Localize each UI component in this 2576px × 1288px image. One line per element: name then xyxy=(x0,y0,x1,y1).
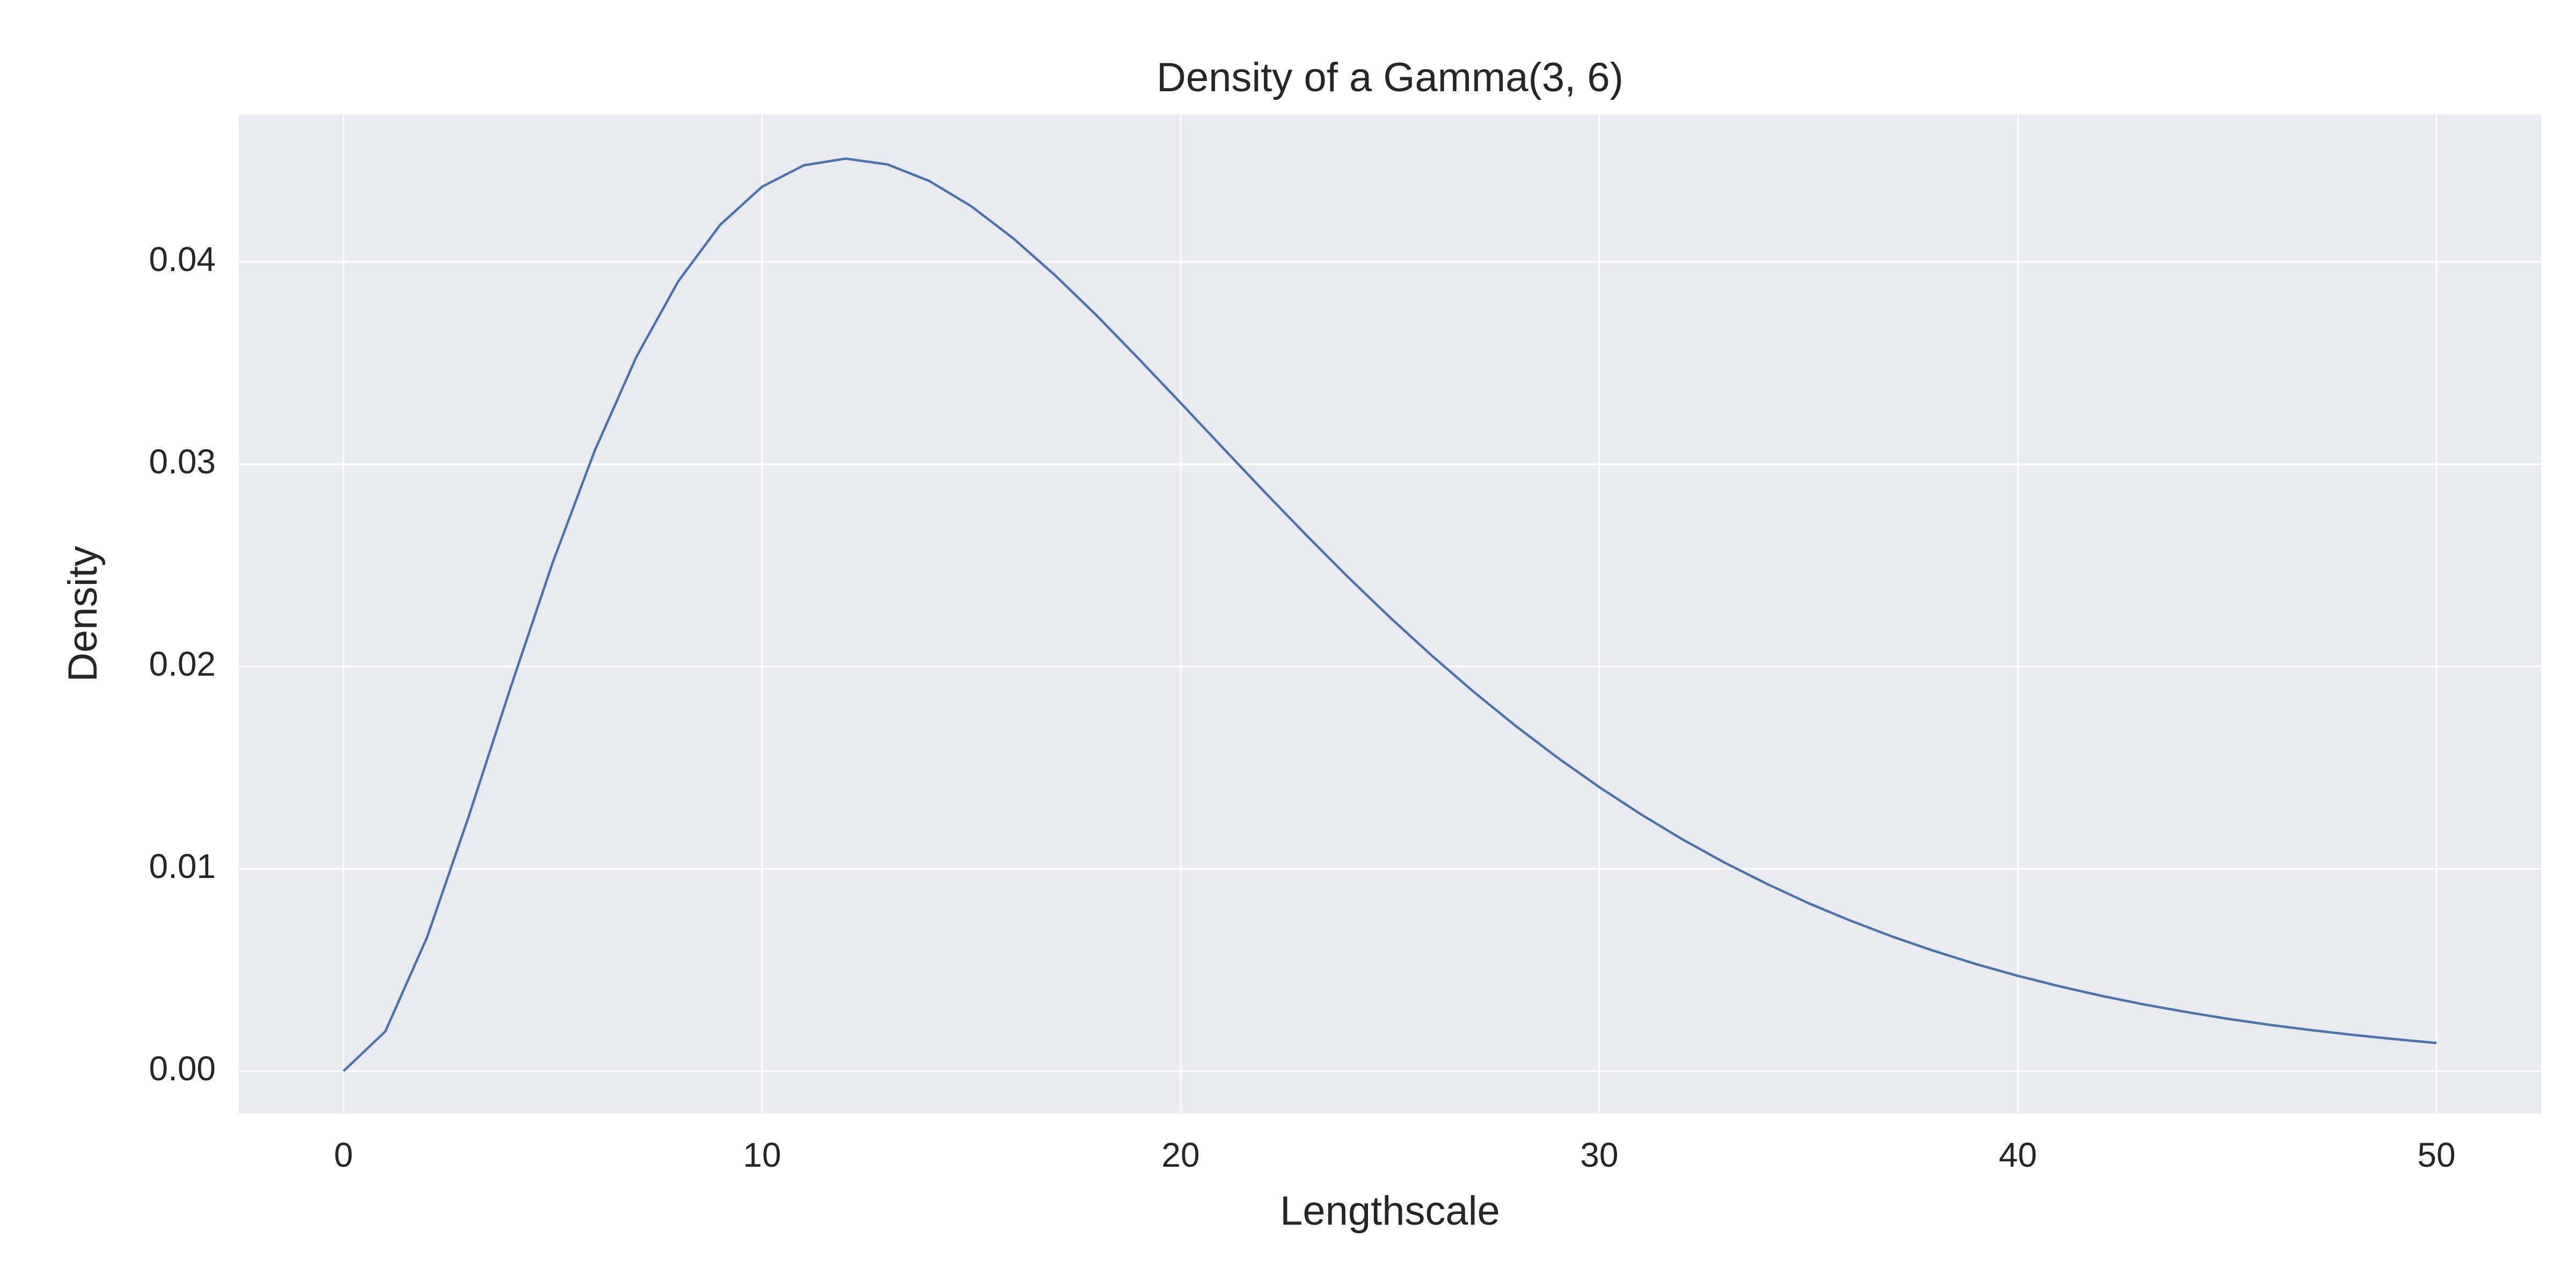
y-tick-label: 0.00 xyxy=(149,1049,216,1088)
plot-area xyxy=(239,114,2541,1114)
y-tick-label: 0.02 xyxy=(149,645,216,683)
x-tick-label: 30 xyxy=(1580,1136,1618,1174)
x-tick-label: 10 xyxy=(743,1136,781,1174)
y-tick-label: 0.04 xyxy=(149,240,216,279)
x-tick-label: 40 xyxy=(1999,1136,2037,1174)
x-tick-label: 0 xyxy=(334,1136,353,1174)
y-axis-label: Density xyxy=(60,546,106,682)
x-tick-label: 20 xyxy=(1161,1136,1199,1174)
x-tick-label: 50 xyxy=(2417,1136,2455,1174)
line xyxy=(342,157,2437,1072)
y-tick-label: 0.03 xyxy=(149,442,216,481)
x-axis-label: Lengthscale xyxy=(1280,1188,1500,1234)
y-tick-label: 0.01 xyxy=(149,847,216,885)
chart-title: Density of a Gamma(3, 6) xyxy=(1157,55,1623,100)
